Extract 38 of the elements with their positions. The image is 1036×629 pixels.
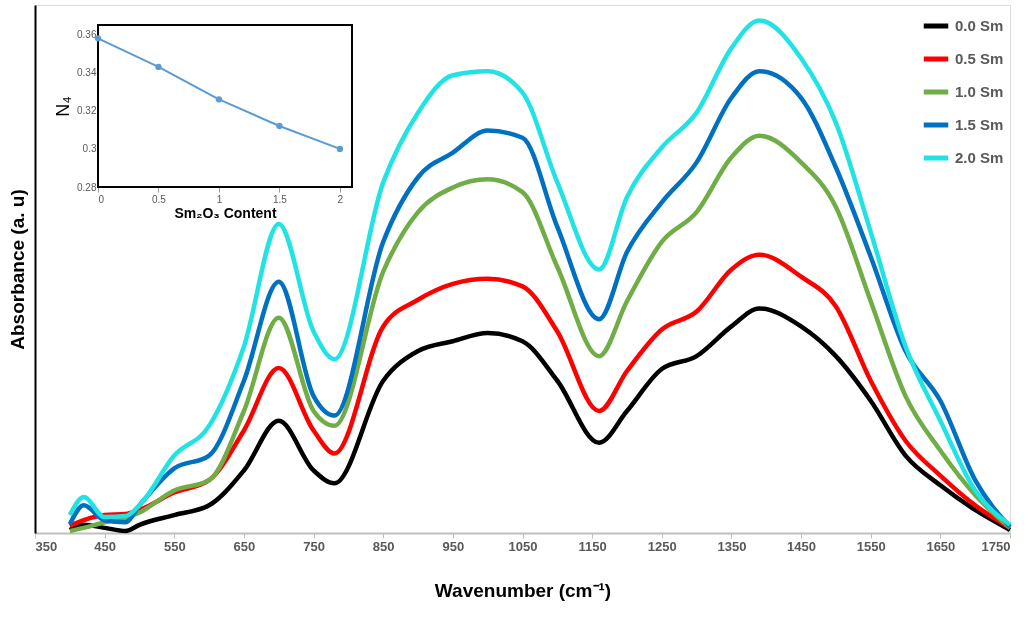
point xyxy=(215,96,223,103)
legend-label: 2.0 Sm xyxy=(955,149,1004,166)
x-tick-label: 1250 xyxy=(647,538,677,554)
y-axis-title: Absorbance (a. u) xyxy=(6,189,28,350)
x-tick-label: 950 xyxy=(442,538,465,554)
x-tick-label: 1150 xyxy=(578,538,607,554)
x-tick-label: 1650 xyxy=(926,538,956,554)
x-tick-label: 0.5 xyxy=(152,193,167,205)
x-tick-label: 1.5 xyxy=(272,193,288,205)
point xyxy=(336,145,344,153)
x-axis-title: Sm₂O₃ Content xyxy=(174,204,277,221)
y-tick-label: 0.3 xyxy=(82,143,97,155)
y-tick-label: 0.34 xyxy=(77,67,97,79)
x-tick-label: 1 xyxy=(216,193,223,205)
x-tick-label: 550 xyxy=(163,538,186,554)
point xyxy=(276,122,283,130)
legend-label: 1.0 Sm xyxy=(955,83,1004,100)
legend-label: 0.5 Sm xyxy=(955,50,1004,67)
x-tick-label: 1750 xyxy=(981,538,1011,554)
x-axis-title: Wavenumber (cm⁻¹) xyxy=(434,579,612,601)
legend-label: 0.0 Sm xyxy=(955,17,1004,34)
x-tick-label: 2 xyxy=(337,193,344,205)
x-tick-label: 0 xyxy=(98,193,105,205)
x-tick-label: 650 xyxy=(233,538,256,554)
y-tick-label: 0.36 xyxy=(77,29,97,41)
x-tick-label: 450 xyxy=(94,538,116,554)
x-tick-label: 1450 xyxy=(787,538,817,554)
x-tick-label: 750 xyxy=(303,538,325,554)
legend-label: 1.5 Sm xyxy=(955,116,1004,133)
y-tick-label: 0.28 xyxy=(77,181,97,193)
x-tick-label: 350 xyxy=(35,538,58,554)
y-axis-title: N₄ xyxy=(53,96,74,117)
x-tick-label: 850 xyxy=(372,538,395,554)
y-tick-label: 0.32 xyxy=(77,105,97,117)
x-tick-label: 1050 xyxy=(508,538,538,554)
x-tick-label: 1350 xyxy=(717,538,747,554)
x-tick-label: 1550 xyxy=(856,538,886,554)
point xyxy=(155,63,162,71)
